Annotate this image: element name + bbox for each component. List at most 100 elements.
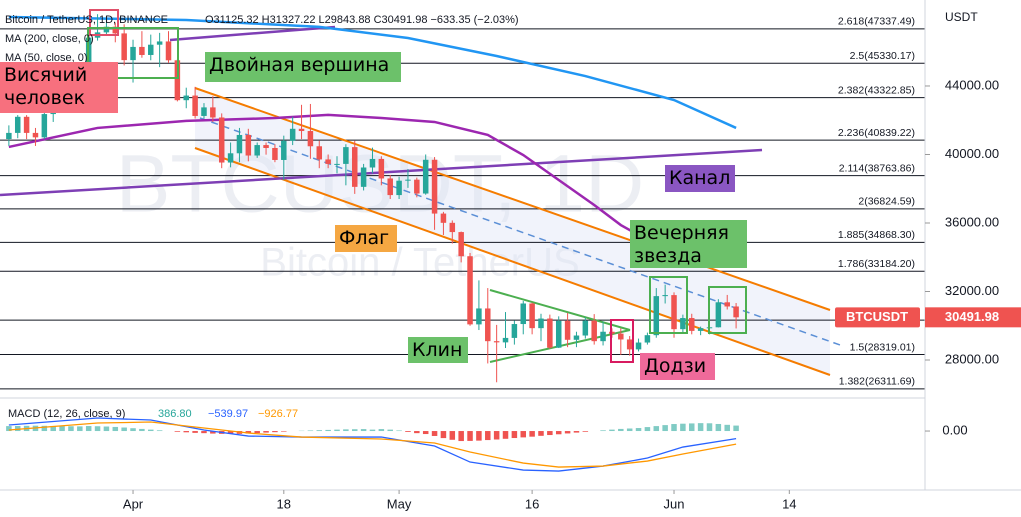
- candle-body: [689, 318, 695, 331]
- candle-body: [121, 33, 127, 61]
- candle-body: [263, 145, 269, 148]
- candle-body: [440, 213, 447, 223]
- macd-histogram-bar: [662, 425, 668, 432]
- macd-histogram-bar: [653, 426, 660, 432]
- x-tick-label: May: [387, 496, 412, 511]
- macd-histogram-bar: [573, 431, 580, 433]
- macd-histogram-bar: [715, 423, 722, 432]
- macd-histogram-bar: [449, 431, 456, 440]
- annotation: Канал: [665, 165, 735, 192]
- macd-histogram-bar: [210, 431, 216, 434]
- macd-histogram-bar: [547, 431, 553, 436]
- fib-label: 2.5(45330.17): [850, 50, 915, 62]
- macd-histogram-bar: [485, 431, 491, 441]
- candle-body: [307, 131, 314, 147]
- last-price-label: 30491.98: [945, 309, 999, 324]
- y-tick-label: 36000.00: [945, 214, 999, 229]
- macd-histogram-bar: [369, 429, 376, 432]
- y-tick-label: 32000.00: [945, 283, 999, 298]
- candle-body: [112, 26, 119, 34]
- fib-label: 1.786(33184.20): [838, 258, 915, 270]
- candle-body: [555, 320, 562, 348]
- highlight-box: [89, 9, 119, 36]
- fib-label: 1.885(34868.30): [838, 229, 915, 241]
- candle-body: [635, 342, 642, 350]
- candle-body: [218, 117, 225, 163]
- plot: [6, 14, 739, 383]
- macd-histogram-bar: [431, 431, 438, 436]
- candle-body: [325, 159, 331, 164]
- macd-histogram-bar: [85, 426, 92, 432]
- macd-histogram-bar: [555, 431, 562, 435]
- candle-body: [148, 44, 154, 55]
- macd-histogram-bar: [121, 427, 127, 432]
- wedge-line: [489, 289, 631, 331]
- macd-histogram-bar: [680, 423, 686, 432]
- fib-label: 2(36824.59): [858, 196, 915, 208]
- trend-line: [199, 117, 841, 346]
- x-tick-label: 14: [782, 496, 796, 511]
- macd-histogram-bar: [6, 426, 12, 432]
- candle-body: [671, 295, 677, 330]
- candle-body: [591, 320, 597, 342]
- macd-histogram-bar: [94, 426, 101, 432]
- macd-histogram-bar: [281, 431, 287, 432]
- candle-body: [387, 178, 393, 196]
- symbol-badge: [835, 307, 920, 328]
- candle-body: [414, 179, 420, 194]
- moving-average: [8, 15, 737, 130]
- macd-histogram-bar: [245, 431, 252, 434]
- macd-histogram-bar: [77, 426, 83, 432]
- candle-body: [573, 335, 580, 340]
- macd-histogram-bar: [112, 426, 119, 432]
- highlight-box: [649, 276, 688, 334]
- fib-label: 2.236(40839.22): [838, 127, 915, 139]
- macd-histogram-bar: [502, 431, 509, 439]
- candle-body: [343, 147, 349, 164]
- candle-body: [485, 308, 491, 342]
- macd-histogram-bar: [378, 429, 385, 432]
- candle-body: [103, 26, 110, 33]
- x-tick-label: Jun: [664, 496, 685, 511]
- channel-line: [169, 25, 336, 42]
- macd-histogram-bar: [476, 431, 482, 441]
- candle-body: [697, 328, 704, 331]
- macd-line: [8, 417, 737, 472]
- candle-body: [316, 146, 323, 160]
- fib-group: 2.618(47337.49) 2.5(45330.17) 2.382(43322.…: [0, 16, 925, 390]
- candle-body: [210, 107, 216, 118]
- macd-histogram-bar: [263, 431, 269, 433]
- y-tick-label: 44000.00: [945, 77, 999, 92]
- annotation: Двойная вершина: [205, 52, 401, 82]
- candle-body: [236, 134, 243, 154]
- annotation: Висячий человек: [0, 62, 118, 113]
- trend-line: [194, 87, 831, 311]
- candle-body: [183, 95, 189, 101]
- candle-body: [724, 302, 730, 307]
- candle-body: [476, 308, 482, 325]
- candle-body: [334, 163, 340, 165]
- candle-body: [14, 116, 21, 133]
- macd-histogram-bar: [41, 425, 48, 432]
- candle-body: [511, 324, 518, 338]
- macd-histogram-bar: [183, 431, 189, 433]
- x-tick-label: 16: [525, 496, 539, 511]
- candle-body: [174, 60, 181, 101]
- watermark-description: Bitcoin / TetherUS: [260, 241, 579, 285]
- macd-hist-value: 386.80: [158, 408, 192, 420]
- macd-histogram-bar: [467, 431, 473, 441]
- macd-histogram-bar: [174, 431, 181, 432]
- macd-histogram-bar: [316, 430, 323, 432]
- candle-body: [369, 158, 376, 168]
- candle-body: [23, 116, 30, 133]
- y-axis-unit: USDT: [945, 10, 978, 24]
- symbol-badge-label: BTCUSDT: [846, 309, 908, 324]
- macd-histogram-bar: [201, 431, 207, 434]
- macd-histogram-bar: [130, 428, 136, 432]
- candle-body: [298, 128, 305, 132]
- macd-histogram-bar: [600, 430, 606, 432]
- macd-histogram-bar: [609, 429, 615, 432]
- candle-body: [715, 302, 722, 328]
